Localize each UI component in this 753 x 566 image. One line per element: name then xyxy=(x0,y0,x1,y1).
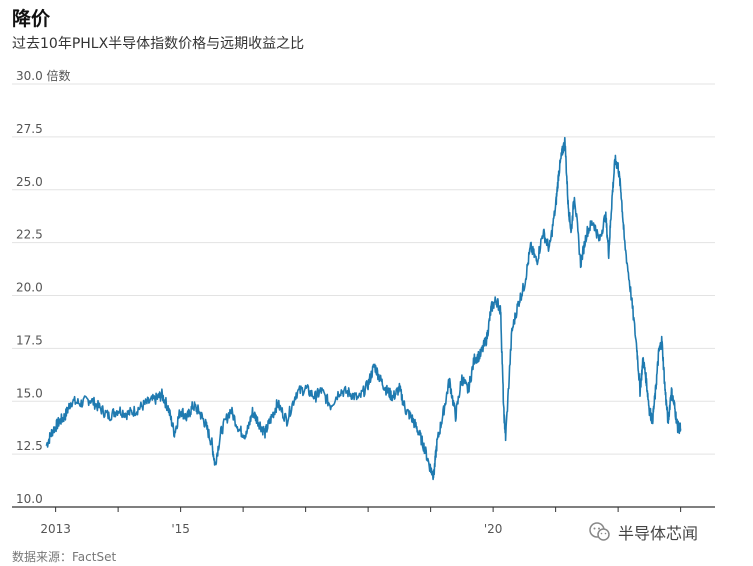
y-tick-label: 27.5 xyxy=(16,122,43,136)
y-tick-label: 22.5 xyxy=(16,228,43,242)
watermark: 半导体芯闻 xyxy=(588,520,698,544)
grid-layer xyxy=(12,83,715,455)
watermark-text: 半导体芯闻 xyxy=(618,524,699,543)
y-tick-label: 30.0 倍数 xyxy=(16,68,71,83)
y-tick-label: 12.5 xyxy=(16,439,43,453)
chart-subtitle: 过去10年PHLX半导体指数价格与远期收益之比 xyxy=(12,36,305,52)
chart-title: 降价 xyxy=(12,8,51,30)
y-tick-label: 20.0 xyxy=(16,281,43,295)
source-note: 数据来源：FactSet xyxy=(12,550,117,564)
x-tick-label: '20 xyxy=(484,522,503,536)
y-tick-label: 25.0 xyxy=(16,175,43,189)
y-tick-label: 17.5 xyxy=(16,333,43,347)
x-tick-label: 2013 xyxy=(40,522,71,536)
y-tick-label: 15.0 xyxy=(16,386,43,400)
y-tick-label: 10.0 xyxy=(16,492,43,506)
axis-layer: 10.0 12.5 15.0 17.5 20.0 22.5 25.0 27.5 30.0 倍数 2… xyxy=(12,68,715,536)
wechat-icon xyxy=(589,522,610,541)
x-tick-label: '15 xyxy=(171,522,190,536)
series-layer xyxy=(45,136,682,481)
series-line xyxy=(45,136,682,481)
